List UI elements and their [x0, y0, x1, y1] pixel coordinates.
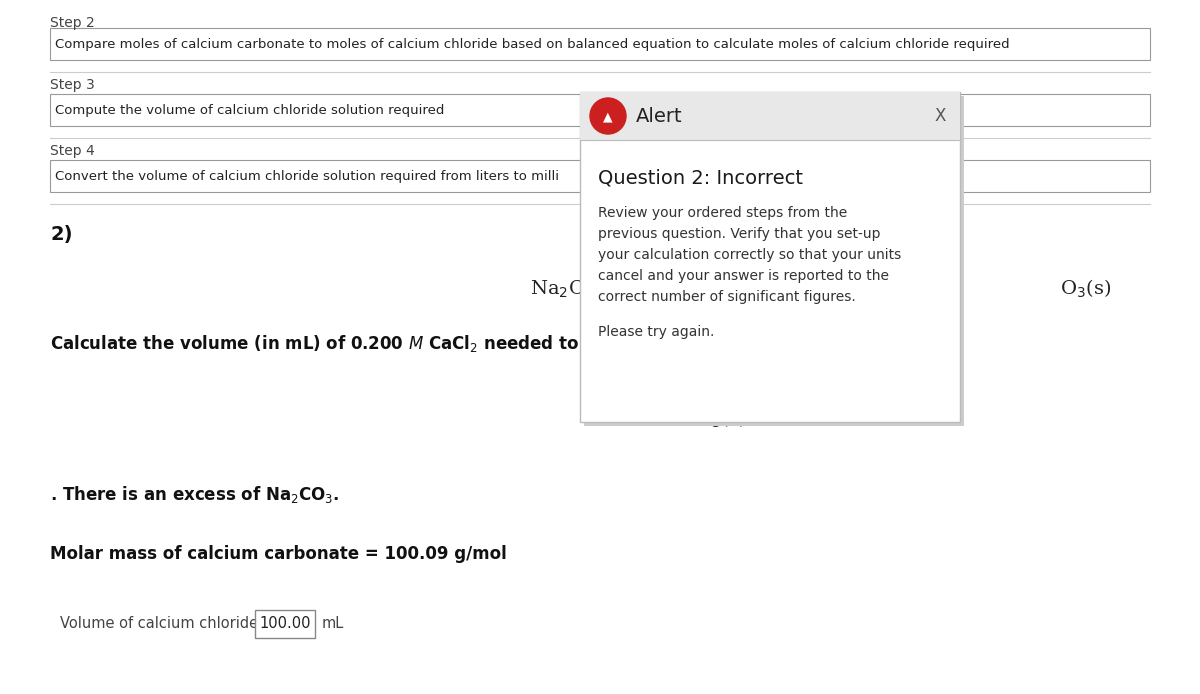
Text: 2): 2) [50, 224, 72, 244]
Text: ▲: ▲ [604, 110, 613, 124]
FancyBboxPatch shape [50, 94, 1150, 126]
Text: 100.00: 100.00 [259, 616, 311, 632]
Text: Convert the volume of calcium chloride solution required from liters to milli: Convert the volume of calcium chloride s… [55, 169, 559, 183]
FancyBboxPatch shape [584, 96, 964, 426]
FancyBboxPatch shape [50, 160, 1150, 192]
Text: Review your ordered steps from the: Review your ordered steps from the [598, 206, 847, 220]
Text: Compute the volume of calcium chloride solution required: Compute the volume of calcium chloride s… [55, 103, 444, 117]
Text: O$_3$(s): O$_3$(s) [1060, 278, 1111, 300]
Text: Molar mass of calcium carbonate = 100.09 g/mol: Molar mass of calcium carbonate = 100.09… [50, 545, 506, 563]
Text: mL: mL [322, 616, 344, 632]
FancyBboxPatch shape [580, 92, 960, 140]
Text: Step 4: Step 4 [50, 144, 95, 158]
Text: Alert: Alert [636, 106, 683, 126]
Text: Na$_2$CO: Na$_2$CO [530, 278, 600, 300]
Text: . There is an excess of Na$_2$CO$_3$.: . There is an excess of Na$_2$CO$_3$. [50, 484, 340, 505]
FancyBboxPatch shape [256, 610, 314, 638]
Text: your calculation correctly so that your units: your calculation correctly so that your … [598, 248, 901, 262]
Text: X: X [935, 107, 946, 125]
Text: Please try again.: Please try again. [598, 325, 714, 339]
Text: Question 2: Incorrect: Question 2: Incorrect [598, 169, 803, 187]
Text: Calculate the volume (in mL) of 0.200 $\mathit{M}$ CaCl$_2$ needed to produ: Calculate the volume (in mL) of 0.200 $\… [50, 333, 640, 355]
Circle shape [590, 98, 626, 134]
Text: Compare moles of calcium carbonate to moles of calcium chloride based on balance: Compare moles of calcium carbonate to mo… [55, 37, 1009, 51]
Text: Volume of calcium chloride =: Volume of calcium chloride = [60, 616, 280, 632]
Text: correct number of significant figures.: correct number of significant figures. [598, 290, 856, 304]
Text: previous question. Verify that you set-up: previous question. Verify that you set-u… [598, 227, 881, 241]
Text: Step 2: Step 2 [50, 16, 95, 30]
Text: Step 3: Step 3 [50, 78, 95, 92]
Text: cancel and your answer is reported to the: cancel and your answer is reported to th… [598, 269, 889, 283]
FancyBboxPatch shape [50, 28, 1150, 60]
FancyBboxPatch shape [580, 92, 960, 422]
Text: CaCO$_3$(s): CaCO$_3$(s) [654, 408, 746, 430]
